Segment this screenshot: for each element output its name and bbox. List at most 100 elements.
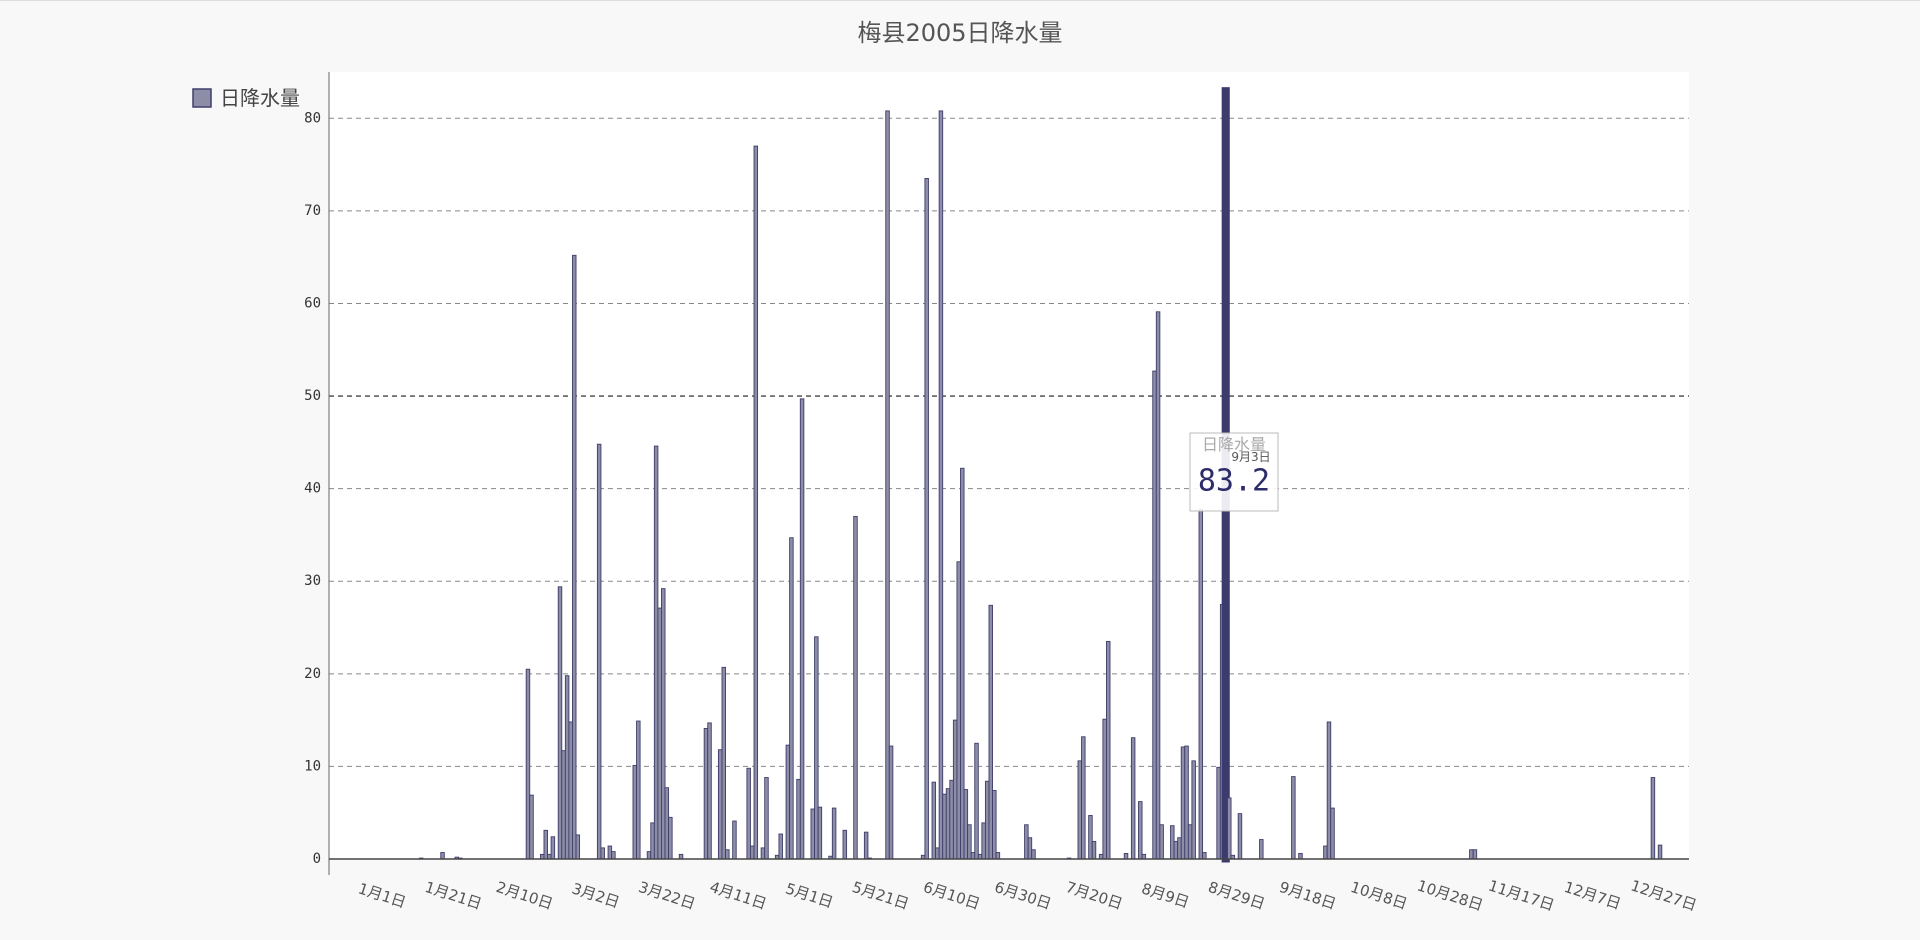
- bar[interactable]: [1152, 370, 1157, 860]
- bar[interactable]: [960, 467, 965, 860]
- bar[interactable]: [785, 744, 791, 860]
- bar[interactable]: [707, 722, 712, 860]
- legend[interactable]: 日降水量: [192, 86, 300, 110]
- bar[interactable]: [1180, 746, 1186, 860]
- bar[interactable]: [657, 607, 662, 860]
- bar[interactable]: [600, 847, 605, 860]
- bar[interactable]: [646, 851, 652, 860]
- bar[interactable]: [1237, 813, 1243, 860]
- bar[interactable]: [632, 765, 637, 860]
- bar[interactable]: [1202, 852, 1207, 860]
- bar[interactable]: [981, 822, 986, 860]
- bar[interactable]: [789, 537, 794, 860]
- bar[interactable]: [1027, 837, 1033, 860]
- bar[interactable]: [750, 845, 755, 860]
- bar[interactable]: [935, 847, 940, 860]
- bar[interactable]: [753, 145, 759, 860]
- bar[interactable]: [636, 720, 641, 860]
- bar[interactable]: [650, 822, 655, 860]
- bar[interactable]: [1187, 824, 1193, 860]
- bar[interactable]: [1091, 840, 1097, 860]
- bar[interactable]: [596, 443, 602, 860]
- bar[interactable]: [842, 829, 848, 860]
- bar[interactable]: [746, 767, 751, 860]
- bar[interactable]: [529, 794, 534, 860]
- bar[interactable]: [1191, 760, 1196, 860]
- bar[interactable]: [924, 178, 929, 860]
- bar[interactable]: [1130, 737, 1136, 860]
- bar[interactable]: [1123, 852, 1129, 860]
- bar[interactable]: [984, 780, 990, 860]
- bar[interactable]: [561, 750, 566, 860]
- bar[interactable]: [1102, 718, 1107, 860]
- bar[interactable]: [668, 816, 673, 860]
- bar[interactable]: [831, 807, 837, 860]
- bar[interactable]: [1177, 837, 1182, 860]
- bar[interactable]: [863, 831, 869, 860]
- bar[interactable]: [664, 787, 670, 860]
- bar[interactable]: [1330, 807, 1335, 860]
- bar[interactable]: [568, 721, 573, 860]
- bar[interactable]: [1657, 844, 1663, 860]
- bar[interactable]: [1106, 640, 1111, 860]
- bar[interactable]: [764, 777, 769, 860]
- bar[interactable]: [938, 110, 944, 860]
- bar[interactable]: [557, 586, 563, 860]
- bar[interactable]: [1326, 721, 1332, 860]
- bar[interactable]: [543, 829, 548, 860]
- bar[interactable]: [721, 666, 726, 860]
- bar[interactable]: [525, 668, 531, 860]
- bar[interactable]: [888, 745, 894, 860]
- bar[interactable]: [1323, 845, 1328, 860]
- legend-swatch[interactable]: [192, 88, 212, 108]
- bar[interactable]: [853, 515, 858, 860]
- bar[interactable]: [810, 808, 815, 860]
- bar[interactable]: [575, 834, 581, 860]
- legend-label[interactable]: 日降水量: [220, 86, 300, 110]
- bar[interactable]: [703, 728, 709, 860]
- bar[interactable]: [1170, 825, 1175, 860]
- bar[interactable]: [1298, 852, 1303, 860]
- bar[interactable]: [814, 636, 819, 860]
- bar[interactable]: [992, 790, 997, 860]
- bar[interactable]: [1155, 311, 1161, 860]
- bar[interactable]: [931, 781, 937, 860]
- bar[interactable]: [970, 852, 976, 860]
- bar[interactable]: [1227, 797, 1232, 860]
- bar[interactable]: [967, 824, 972, 860]
- bar[interactable]: [1650, 777, 1656, 860]
- bar[interactable]: [1159, 824, 1164, 860]
- bar[interactable]: [611, 851, 616, 860]
- bar[interactable]: [1024, 824, 1029, 860]
- bar[interactable]: [1216, 766, 1221, 860]
- bar[interactable]: [974, 742, 979, 860]
- bar[interactable]: [1184, 745, 1189, 860]
- bar[interactable]: [717, 749, 723, 860]
- bar[interactable]: [440, 852, 445, 860]
- bar[interactable]: [653, 445, 659, 860]
- bar[interactable]: [550, 836, 556, 860]
- bar[interactable]: [564, 675, 570, 860]
- bar[interactable]: [1469, 849, 1474, 860]
- bar[interactable]: [572, 254, 577, 860]
- bar[interactable]: [732, 820, 737, 860]
- bar[interactable]: [725, 849, 730, 860]
- bar[interactable]: [817, 806, 823, 860]
- bar[interactable]: [778, 833, 783, 860]
- bar[interactable]: [760, 847, 766, 860]
- bar[interactable]: [1198, 508, 1204, 860]
- bar[interactable]: [995, 852, 1001, 860]
- bar[interactable]: [1259, 839, 1264, 860]
- bar[interactable]: [942, 793, 947, 860]
- bar[interactable]: [949, 779, 954, 860]
- bar[interactable]: [796, 778, 801, 860]
- bar[interactable]: [956, 561, 961, 860]
- bar[interactable]: [952, 719, 958, 860]
- bar[interactable]: [1472, 849, 1478, 860]
- bar[interactable]: [1173, 840, 1179, 860]
- bar[interactable]: [661, 588, 666, 860]
- bar[interactable]: [963, 789, 969, 860]
- bar[interactable]: [885, 110, 890, 860]
- bar[interactable]: [1291, 776, 1296, 860]
- bar[interactable]: [988, 604, 993, 860]
